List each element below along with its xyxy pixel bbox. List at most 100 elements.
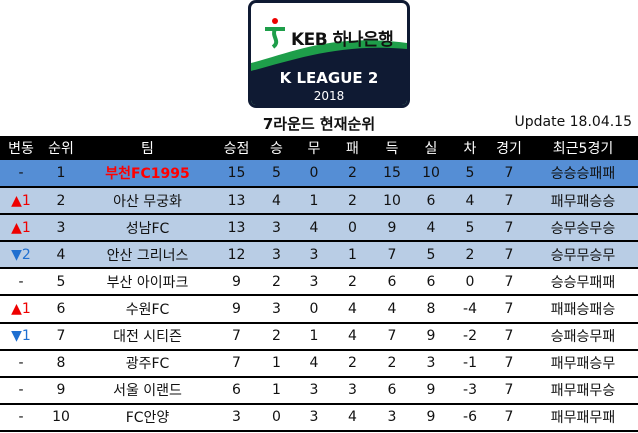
ga-cell: 9 bbox=[412, 403, 450, 432]
team-cell: 부천FC1995 bbox=[80, 160, 215, 189]
w-cell: 3 bbox=[258, 295, 295, 324]
w-cell: 2 bbox=[258, 322, 295, 351]
table-row: ▲1 2 아산 무궁화 13 4 1 2 10 6 4 7 패무패승승 bbox=[0, 187, 638, 216]
recent-cell: 패무패승무 bbox=[528, 349, 638, 378]
change-cell: ▼1 bbox=[0, 322, 42, 351]
gf-cell: 9 bbox=[372, 214, 412, 243]
column-header: 득 bbox=[372, 136, 412, 160]
ga-cell: 6 bbox=[412, 268, 450, 297]
w-cell: 1 bbox=[258, 376, 295, 405]
gd-cell: -6 bbox=[450, 403, 490, 432]
recent-cell: 승승무패패 bbox=[528, 268, 638, 297]
down-arrow-icon: ▼ bbox=[11, 328, 22, 345]
l-cell: 4 bbox=[333, 295, 372, 324]
d-cell: 3 bbox=[295, 403, 333, 432]
l-cell: 2 bbox=[333, 268, 372, 297]
gf-cell: 3 bbox=[372, 403, 412, 432]
gp-cell: 7 bbox=[490, 187, 528, 216]
w-cell: 0 bbox=[258, 403, 295, 432]
ga-cell: 3 bbox=[412, 349, 450, 378]
w-cell: 3 bbox=[258, 241, 295, 270]
table-row: ▲1 3 성남FC 13 3 4 0 9 4 5 7 승무승무승 bbox=[0, 214, 638, 243]
rank-cell: 5 bbox=[42, 268, 80, 297]
d-cell: 3 bbox=[295, 241, 333, 270]
k-league-2-logo: KEB 하나은행 K LEAGUE 2 2018 bbox=[248, 0, 410, 108]
l-cell: 2 bbox=[333, 187, 372, 216]
d-cell: 0 bbox=[295, 160, 333, 189]
rank-cell: 9 bbox=[42, 376, 80, 405]
table-row: -5 부산 아이파크 9 2 3 2 6 6 0 7 승승무패패 bbox=[0, 268, 638, 297]
change-cell: - bbox=[0, 349, 42, 378]
table-row: -9 서울 이랜드 6 1 3 3 6 9 -3 7 패무패무승 bbox=[0, 376, 638, 405]
pts-cell: 9 bbox=[215, 295, 258, 324]
recent-cell: 승무승무승 bbox=[528, 214, 638, 243]
update-date: Update 18.04.15 bbox=[514, 114, 633, 130]
change-cell: ▼2 bbox=[0, 241, 42, 270]
change-value: - bbox=[18, 355, 24, 372]
pts-cell: 7 bbox=[215, 349, 258, 378]
change-cell: ▲1 bbox=[0, 187, 42, 216]
l-cell: 1 bbox=[333, 241, 372, 270]
w-cell: 5 bbox=[258, 160, 295, 189]
gd-cell: -4 bbox=[450, 295, 490, 324]
l-cell: 4 bbox=[333, 403, 372, 432]
gf-cell: 6 bbox=[372, 376, 412, 405]
change-cell: - bbox=[0, 376, 42, 405]
gf-cell: 10 bbox=[372, 187, 412, 216]
column-header: 경기 bbox=[490, 136, 528, 160]
gp-cell: 7 bbox=[490, 160, 528, 189]
rank-cell: 2 bbox=[42, 187, 80, 216]
team-cell: 수원FC bbox=[80, 295, 215, 324]
change-cell: ▲1 bbox=[0, 295, 42, 324]
team-cell: 부산 아이파크 bbox=[80, 268, 215, 297]
gp-cell: 7 bbox=[490, 214, 528, 243]
rank-cell: 6 bbox=[42, 295, 80, 324]
pts-cell: 3 bbox=[215, 403, 258, 432]
d-cell: 1 bbox=[295, 322, 333, 351]
ga-cell: 10 bbox=[412, 160, 450, 189]
rank-cell: 8 bbox=[42, 349, 80, 378]
l-cell: 0 bbox=[333, 214, 372, 243]
l-cell: 4 bbox=[333, 322, 372, 351]
w-cell: 2 bbox=[258, 268, 295, 297]
standings-table: 변동 순위 팀 승점 승 무 패 득 실 차 경기 최근5경기 -1 부천FC1995 15 5 0 2 15 10… bbox=[0, 136, 638, 432]
up-arrow-icon: ▲ bbox=[11, 219, 22, 236]
rank-cell: 10 bbox=[42, 403, 80, 432]
gd-cell: 4 bbox=[450, 187, 490, 216]
w-cell: 4 bbox=[258, 187, 295, 216]
d-cell: 0 bbox=[295, 295, 333, 324]
table-row: -1 부천FC1995 15 5 0 2 15 10 5 7 승승승패패 bbox=[0, 160, 638, 189]
gf-cell: 4 bbox=[372, 295, 412, 324]
column-header: 실 bbox=[412, 136, 450, 160]
column-header: 승 bbox=[258, 136, 295, 160]
table-row: ▼1 7 대전 시티즌 7 2 1 4 7 9 -2 7 승패승무패 bbox=[0, 322, 638, 351]
column-header: 패 bbox=[333, 136, 372, 160]
league-year: 2018 bbox=[313, 89, 345, 103]
gp-cell: 7 bbox=[490, 376, 528, 405]
gd-cell: 2 bbox=[450, 241, 490, 270]
change-value: 2 bbox=[21, 246, 31, 263]
gd-cell: 5 bbox=[450, 214, 490, 243]
pts-cell: 6 bbox=[215, 376, 258, 405]
recent-cell: 패무패무패 bbox=[528, 403, 638, 432]
ga-cell: 9 bbox=[412, 376, 450, 405]
l-cell: 2 bbox=[333, 160, 372, 189]
change-value: 1 bbox=[21, 301, 31, 318]
team-cell: 성남FC bbox=[80, 214, 215, 243]
l-cell: 2 bbox=[333, 349, 372, 378]
l-cell: 3 bbox=[333, 376, 372, 405]
team-cell: FC안양 bbox=[80, 403, 215, 432]
change-cell: - bbox=[0, 403, 42, 432]
recent-cell: 승무무승무 bbox=[528, 241, 638, 270]
gf-cell: 7 bbox=[372, 241, 412, 270]
gf-cell: 7 bbox=[372, 322, 412, 351]
team-cell: 안산 그리너스 bbox=[80, 241, 215, 270]
change-cell: - bbox=[0, 160, 42, 189]
gp-cell: 7 bbox=[490, 403, 528, 432]
gd-cell: -3 bbox=[450, 376, 490, 405]
pts-cell: 13 bbox=[215, 187, 258, 216]
gd-cell: -2 bbox=[450, 322, 490, 351]
ga-cell: 9 bbox=[412, 322, 450, 351]
gp-cell: 7 bbox=[490, 295, 528, 324]
gp-cell: 7 bbox=[490, 241, 528, 270]
